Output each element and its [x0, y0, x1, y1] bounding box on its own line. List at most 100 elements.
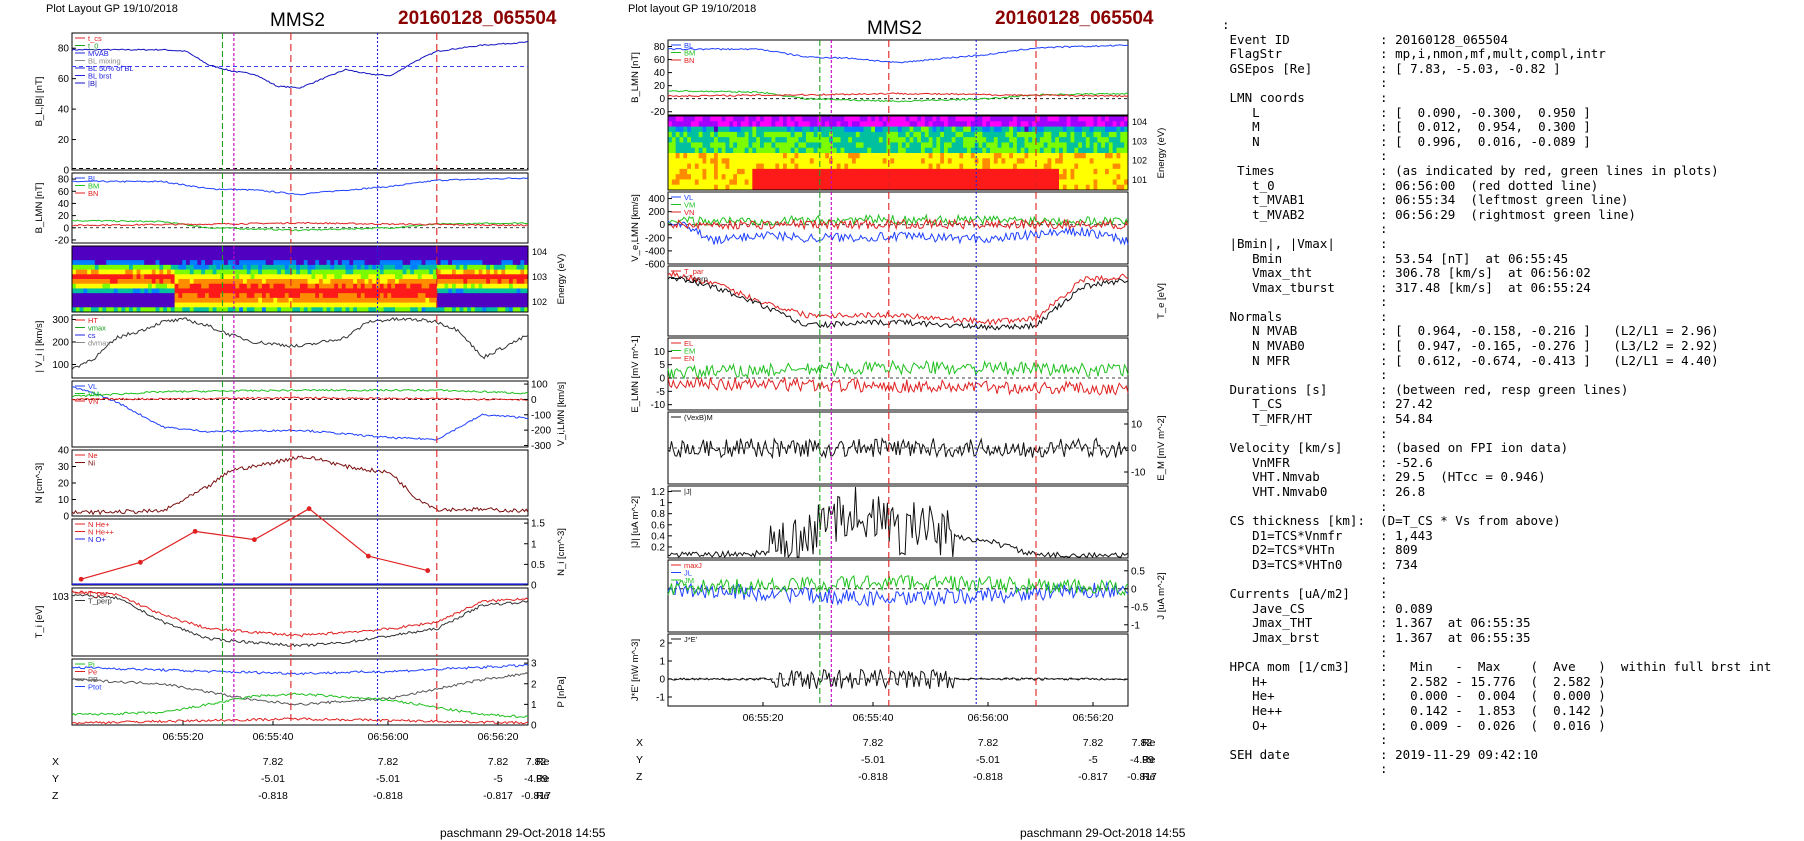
spectrogram-cell	[330, 250, 335, 256]
spectrogram-cell	[668, 116, 673, 122]
info-line: Normals :	[1222, 308, 1388, 324]
spectrogram-cell	[878, 163, 884, 170]
spectrogram-cell	[132, 260, 137, 266]
spectrogram-cell	[254, 246, 259, 252]
spectrogram-cell	[512, 293, 517, 299]
spectrogram-cell	[959, 131, 964, 138]
spectrogram-cell	[417, 302, 422, 308]
spectrogram-cell	[387, 250, 392, 256]
spectrogram-cell	[909, 121, 914, 127]
spectrogram-cell	[986, 153, 991, 159]
spectrogram-cell	[83, 283, 88, 289]
spectrogram-cell	[379, 274, 384, 280]
spectrogram-cell	[246, 302, 251, 308]
spectrogram-cell	[725, 163, 730, 170]
spectrogram-cell	[798, 168, 803, 175]
spectrogram-cell	[1051, 121, 1056, 127]
spectrogram-cell	[307, 283, 312, 289]
spectrogram-cell	[990, 168, 995, 175]
spectrogram-cell	[679, 126, 684, 133]
spectrogram-cell	[402, 307, 407, 313]
spectrogram-cell	[802, 174, 807, 180]
spectrogram-cell	[448, 274, 453, 280]
spectrogram-cell	[391, 279, 396, 285]
spectrogram-cell	[1105, 179, 1110, 186]
spectrogram-cell	[974, 184, 979, 191]
spectrogram-cell	[936, 179, 941, 186]
spectrogram-cell	[1024, 174, 1029, 180]
spectrogram-cell	[798, 158, 803, 164]
spectrogram-cell	[178, 307, 183, 313]
spectrogram-cell	[98, 255, 103, 261]
spectrogram-cell	[767, 184, 772, 191]
spectrogram-cell	[794, 137, 799, 143]
spectrogram-cell	[425, 246, 430, 252]
y-tick-label: 400	[648, 194, 665, 205]
spectrogram-cell	[1112, 121, 1117, 127]
spectrogram-cell	[706, 163, 711, 170]
spectrogram-cell	[859, 126, 864, 133]
spectrogram-cell	[901, 168, 907, 175]
spectrogram-cell	[125, 283, 130, 289]
spectrogram-cell	[208, 283, 213, 289]
spectrogram-cell	[490, 250, 495, 256]
spectrogram-cell	[402, 246, 407, 252]
spectrogram-cell	[281, 297, 286, 303]
spectrogram-cell	[341, 264, 346, 270]
spectrogram-cell	[1055, 168, 1060, 175]
ephemeris-label: X	[636, 737, 643, 749]
panel-frame	[71, 449, 529, 517]
spectrogram-cell	[75, 260, 80, 266]
spectrogram-cell	[982, 116, 987, 122]
spectrogram-cell	[1055, 179, 1060, 186]
spectrogram-cell	[421, 288, 426, 294]
spectrogram-cell	[710, 158, 715, 164]
spectrogram-cell	[360, 274, 365, 280]
spectrogram-cell	[710, 137, 715, 143]
spectrogram-cell	[106, 302, 111, 308]
spectrogram-cell	[524, 246, 529, 252]
spectrogram-cell	[163, 288, 168, 294]
spectrogram-cell	[710, 153, 715, 159]
spectrogram-cell	[993, 131, 999, 138]
spectrogram-cell	[155, 264, 160, 270]
spectrogram-cell	[871, 147, 876, 154]
spectrogram-cell	[307, 250, 312, 256]
spectrogram-cell	[307, 269, 312, 275]
spectrogram-cell	[72, 269, 77, 275]
spectrogram-cell	[284, 274, 289, 280]
spectrogram-cell	[694, 153, 700, 159]
spectrogram-cell	[250, 283, 255, 289]
spectrogram-cell	[737, 163, 742, 170]
spectrogram-cell	[928, 126, 933, 133]
spectrogram-cell	[125, 255, 130, 261]
spectrogram-cell	[410, 269, 415, 275]
spectrogram-cell	[1005, 179, 1010, 186]
spectrogram-cell	[867, 131, 872, 138]
spectrogram-cell	[951, 184, 956, 191]
y-tick-label: 80	[654, 42, 666, 53]
spectrogram-cell	[1062, 147, 1068, 154]
spectrogram-cell	[444, 260, 449, 266]
spectrogram-cell	[322, 269, 327, 275]
spectrogram-cell	[1074, 121, 1079, 127]
spectrogram-cell	[338, 279, 343, 285]
spectrogram-cell	[779, 174, 784, 180]
y-tick-label: 0	[659, 94, 665, 105]
info-line: :	[1222, 732, 1388, 748]
spectrogram-cell	[898, 131, 903, 138]
spectrogram-cell	[932, 142, 937, 149]
legend-entry: JL	[684, 569, 692, 578]
spectrogram-cell	[300, 246, 305, 252]
spectrogram-cell	[193, 307, 198, 313]
spectrogram-cell	[970, 147, 976, 154]
spectrogram-cell	[315, 288, 320, 294]
spectrogram-cell	[433, 269, 438, 275]
spectrogram-cell	[798, 121, 803, 127]
spectrogram-cell	[1093, 179, 1098, 186]
spectrogram-cell	[368, 255, 373, 261]
spectrogram-cell	[813, 174, 818, 180]
spectrogram-cell	[322, 260, 327, 266]
spectrogram-cell	[767, 168, 772, 175]
panel-frame	[667, 115, 1129, 191]
